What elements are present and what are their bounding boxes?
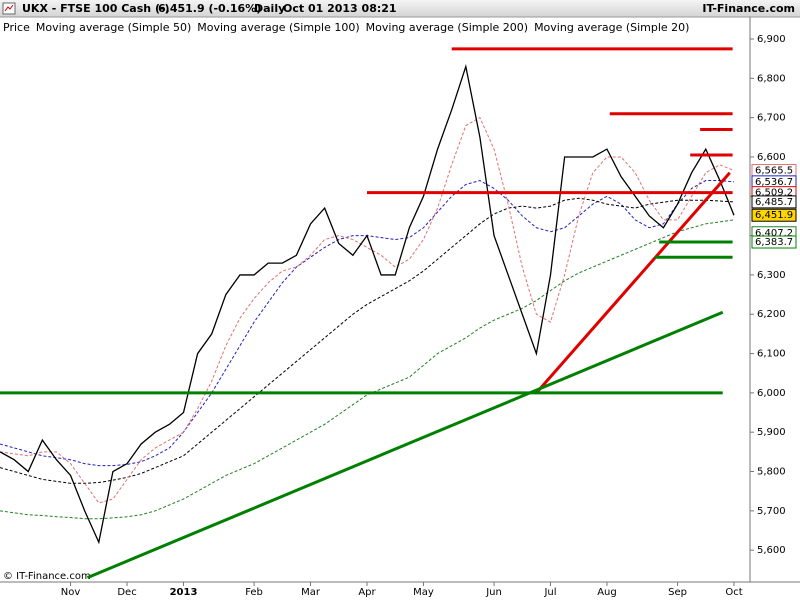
y-tick-label: 6,100 [757, 349, 786, 360]
y-tick-label: 6,300 [757, 270, 786, 281]
interval: Daily [254, 2, 285, 15]
legend-entry: Moving average (Simple 50) [36, 21, 191, 34]
last-value-label: 6,485.7 [755, 197, 793, 208]
last-value-box [751, 235, 797, 249]
y-tick-label: 6,900 [757, 34, 786, 45]
x-tick-label: Nov [61, 587, 81, 598]
last-value-box [751, 208, 797, 222]
last-value-label: 6,407.2 [755, 228, 793, 239]
x-tick-label: Apr [358, 587, 376, 598]
drawn-line [86, 310, 724, 580]
drawn-line [535, 171, 731, 394]
x-tick-label: Aug [597, 587, 617, 598]
last-value-label: 6,565.5 [755, 166, 793, 177]
x-tick-label: 2013 [170, 587, 198, 598]
y-tick-label: 6,700 [757, 113, 786, 124]
x-tick-label: Oct [725, 587, 742, 598]
series-line [0, 197, 735, 484]
brand: IT-Finance.com [702, 2, 795, 15]
series-line [0, 116, 735, 504]
last-value-label: 6,509.2 [755, 188, 793, 199]
legend: Price Moving average (Simple 50) Moving av… [3, 21, 689, 34]
y-tick-label: 5,800 [757, 467, 786, 478]
legend-entry: Price [3, 21, 30, 34]
x-tick-label: Jul [543, 587, 556, 598]
y-tick-label: 5,700 [757, 506, 786, 517]
x-tick-label: Dec [117, 587, 136, 598]
legend-entry: Moving average (Simple 200) [366, 21, 528, 34]
last-value-label: 6,536.7 [755, 177, 793, 188]
series-line [0, 219, 735, 520]
x-tick-label: Feb [245, 587, 263, 598]
footer: © IT-Finance.com [3, 571, 91, 582]
last-value-label: 6,383.7 [755, 237, 793, 248]
y-tick-label: 6,200 [757, 309, 786, 320]
x-tick-label: Jun [485, 587, 502, 598]
x-tick-label: Sep [668, 587, 687, 598]
chart-title: UKX - FTSE 100 Cash (-) [22, 2, 170, 15]
last-value-box [751, 195, 797, 209]
x-tick-label: May [413, 587, 434, 598]
legend-entry: Moving average (Simple 100) [197, 21, 359, 34]
series-line [0, 63, 735, 545]
chart-icon-line [4, 4, 14, 12]
y-tick-label: 5,600 [757, 545, 786, 556]
last-value-label: 6,451.9 [755, 210, 793, 221]
y-tick-label: 5,900 [757, 427, 786, 438]
y-tick-label: 6,600 [757, 152, 786, 163]
y-tick-label: 6,800 [757, 73, 786, 84]
y-tick-label: 6,000 [757, 388, 786, 399]
quote: 6,451.9 (-0.16%) [158, 2, 261, 15]
legend-entry: Moving average (Simple 20) [534, 21, 689, 34]
x-tick-label: Mar [301, 587, 321, 598]
series-line [0, 180, 735, 467]
header-bar [0, 0, 800, 17]
timestamp: Oct 01 2013 08:21 [283, 2, 397, 15]
